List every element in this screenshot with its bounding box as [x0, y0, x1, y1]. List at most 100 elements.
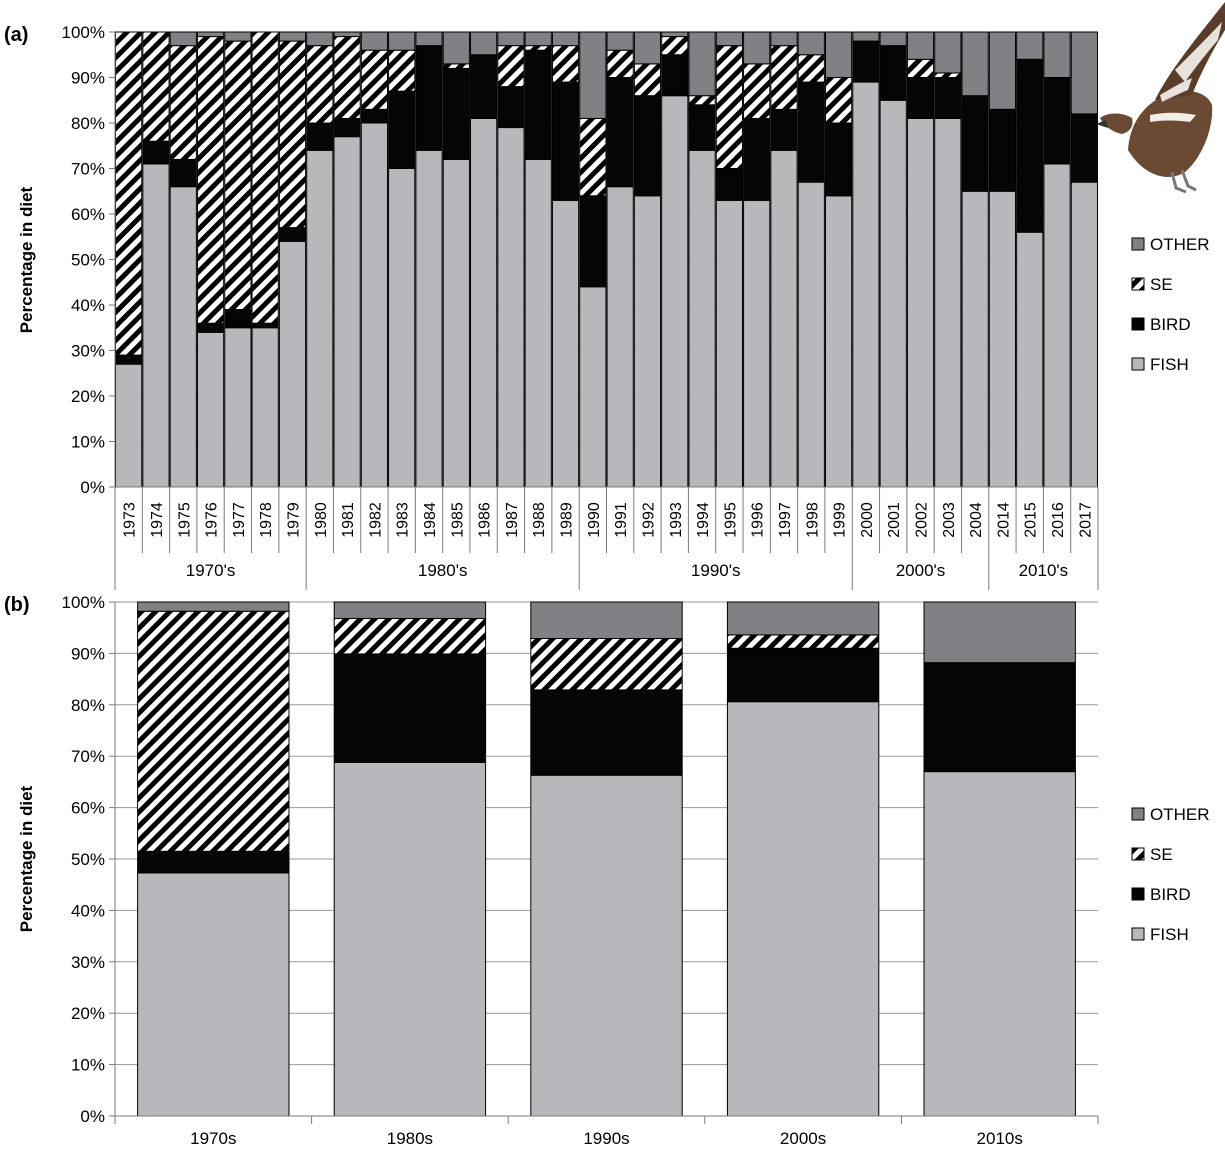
bar-bird-1994: [688, 104, 716, 151]
bar-other-1997: [770, 31, 798, 47]
bar-other-1998: [797, 31, 825, 56]
panel-b-y-axis-title: Percentage in diet: [17, 785, 36, 932]
x-tick-label: 1988: [531, 502, 548, 538]
y-tick-label: 80%: [71, 114, 105, 133]
bar-other-1981: [333, 31, 361, 38]
bar-fish-1996: [743, 199, 771, 488]
panel-a-bars: [115, 31, 1098, 488]
bar-other-1980s: [333, 601, 487, 619]
x-tick-label: 1993: [668, 502, 685, 538]
y-tick-label: 60%: [71, 205, 105, 224]
y-tick-label: 10%: [71, 1056, 105, 1075]
y-tick-label: 100%: [62, 593, 105, 612]
bar-bird-1996: [743, 117, 771, 201]
bar-other-1970s: [137, 601, 290, 612]
y-tick-label: 50%: [71, 251, 105, 270]
bar-fish-1981: [333, 136, 361, 488]
x-tick-label: 1990s: [583, 1129, 629, 1148]
x-tick-label: 1986: [477, 502, 494, 538]
x-tick-label: 1980: [313, 502, 330, 538]
panel-b-legend: OTHER SE BIRD FISH: [1131, 805, 1210, 944]
decade-group-label: 2010's: [1019, 561, 1069, 580]
panel-a-legend: OTHER SE BIRD FISH: [1131, 235, 1210, 374]
bar-fish-1977: [224, 327, 252, 488]
bar-other-1991: [606, 31, 634, 51]
bar-other-2000s: [726, 601, 880, 636]
bar-fish-1985: [442, 158, 470, 488]
bar-fish-1986: [470, 117, 498, 488]
seabird-illustration: [1096, 2, 1225, 194]
decade-group-label: 1990's: [691, 561, 741, 580]
bar-other-1990: [579, 31, 607, 119]
bar-other-2015: [1016, 31, 1044, 60]
bar-fish-1997: [770, 149, 798, 488]
bar-other-2004: [961, 31, 989, 97]
panel-a: (a) 0% 10% 20% 30% 40% 50% 60% 70% 80% 90% 100% Pe…: [4, 2, 1225, 590]
x-tick-label: 1982: [367, 502, 384, 538]
x-tick-label: 1992: [640, 502, 657, 538]
bar-fish-1980: [306, 149, 334, 488]
y-tick-label: 10%: [71, 433, 105, 452]
bar-bird-1978: [251, 322, 279, 329]
y-tick-label: 90%: [71, 69, 105, 88]
bar-bird-1988: [524, 49, 552, 160]
bar-other-1986: [470, 31, 498, 56]
bar-fish-1970s: [137, 872, 290, 1117]
bar-se-1982: [360, 49, 389, 110]
x-tick-label: 2000: [859, 502, 876, 538]
y-tick-label: 0%: [80, 1107, 105, 1126]
x-tick-label: 1990: [586, 502, 603, 538]
bar-bird-1984: [415, 45, 443, 151]
bar-bird-1990s: [530, 689, 683, 776]
legend-swatch-bird: [1131, 317, 1145, 331]
bar-other-2001: [879, 31, 907, 47]
y-tick-label: 80%: [71, 696, 105, 715]
bar-bird-1976: [196, 322, 225, 333]
bar-bird-1973: [115, 354, 143, 365]
bar-bird-2001: [879, 45, 907, 101]
legend-label-bird: BIRD: [1150, 315, 1191, 334]
x-tick-label: 1976: [204, 502, 221, 538]
bar-bird-1987: [497, 86, 525, 129]
y-tick-label: 70%: [71, 160, 105, 179]
bar-bird-1980: [306, 122, 334, 151]
bar-other-1994: [688, 31, 716, 97]
bar-bird-1977: [224, 309, 252, 329]
bar-bird-2000s: [726, 647, 880, 703]
bar-se-1996: [743, 63, 771, 119]
bar-fish-1984: [415, 149, 443, 488]
x-tick-label: 1975: [176, 502, 193, 538]
bar-bird-1970s: [137, 850, 290, 874]
bar-fish-1990s: [530, 774, 683, 1117]
x-tick-label: 1984: [422, 502, 439, 538]
legend-swatch-fish: [1131, 357, 1145, 371]
x-tick-label: 1991: [613, 502, 630, 538]
legend-label-se: SE: [1150, 845, 1173, 864]
bar-se-1973: [115, 31, 143, 356]
bar-bird-2004: [961, 95, 989, 192]
bar-fish-1982: [360, 122, 389, 488]
bar-fish-1989: [551, 199, 580, 488]
bar-other-1984: [415, 31, 443, 47]
bar-bird-2017: [1070, 113, 1098, 183]
x-tick-label: 1980s: [387, 1129, 433, 1148]
x-tick-label: 1989: [559, 502, 576, 538]
y-tick-label: 90%: [71, 644, 105, 663]
panel-b-y-tick-labels: 0% 10% 20% 30% 40% 50% 60% 70% 80% 90% 100%: [62, 593, 105, 1126]
x-tick-label: 1996: [750, 502, 767, 538]
bar-se-1983: [388, 49, 416, 92]
bar-bird-1995: [715, 168, 743, 201]
bar-fish-2000s: [726, 701, 880, 1117]
bar-se-2003: [934, 72, 962, 78]
bar-se-1981: [333, 36, 361, 119]
y-tick-label: 20%: [71, 387, 105, 406]
x-tick-label: 1994: [695, 502, 712, 538]
bar-bird-1980s: [333, 653, 487, 763]
panel-b-bars: [137, 601, 1076, 1117]
bar-se-1992: [633, 63, 662, 97]
bar-bird-1990: [579, 195, 607, 288]
x-tick-label: 2004: [968, 502, 985, 538]
bar-fish-1995: [715, 199, 743, 488]
panel-b-label: (b): [4, 594, 30, 616]
